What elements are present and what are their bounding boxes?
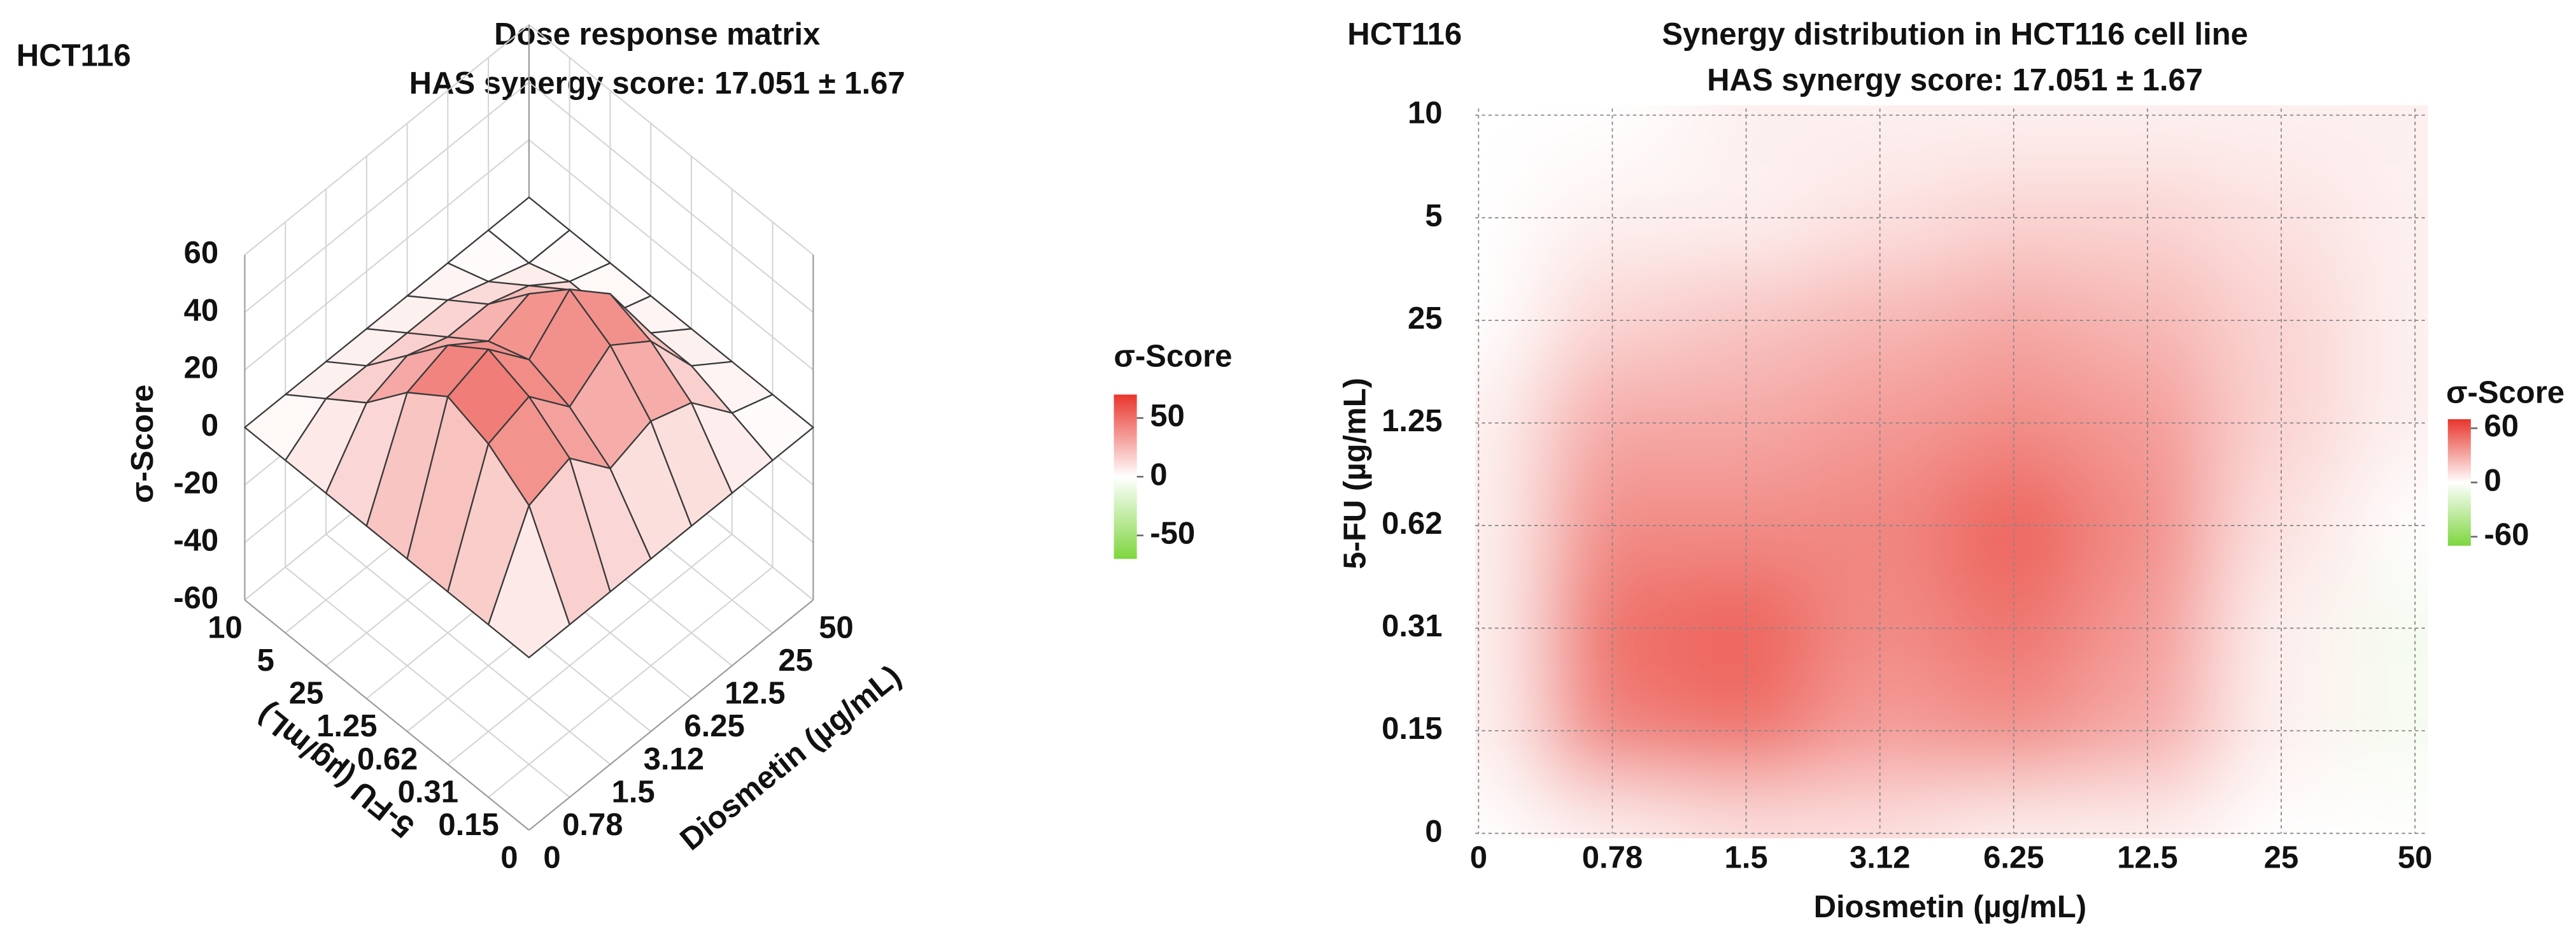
x-tick-label: 50 (819, 610, 854, 645)
x-tick-label: 0.78 (1582, 841, 1643, 875)
heat-cell (1813, 782, 1947, 839)
heatmap (1475, 105, 2428, 839)
floor-grid (447, 533, 733, 765)
x-tick-label: 6.25 (1983, 841, 2044, 875)
heatmap-cells (1475, 105, 2428, 839)
z-tick-label: 40 (184, 293, 219, 327)
grid-line (528, 24, 814, 255)
heat-cell (1545, 782, 1680, 839)
x-tick-label: 6.25 (684, 709, 744, 743)
y-tick-label: 25 (289, 676, 324, 711)
box-edge (528, 599, 814, 831)
x-tick-label: 50 (2398, 841, 2433, 875)
x-tick-label: 0 (1470, 841, 1487, 875)
heat-cell (2214, 782, 2349, 839)
grid-line (244, 24, 530, 255)
floor-grid (325, 533, 611, 765)
heat-cell (1475, 782, 1546, 839)
y-tick-label: 0.15 (438, 808, 499, 842)
z-tick-label: -60 (173, 581, 218, 615)
grid-line (244, 139, 530, 371)
z-axis-label: σ-Score (125, 385, 160, 503)
y-tick-label: 5 (1425, 199, 1442, 233)
y-tick-label: 0.62 (1382, 506, 1442, 541)
heat-cell (1946, 782, 2081, 839)
colorbar-tick-label: 0 (2484, 463, 2502, 497)
colorbar-title: σ-Score (2446, 375, 2565, 410)
heat-cell (2080, 782, 2214, 839)
z-tick-label: -40 (173, 524, 218, 558)
z-tick-label: 60 (184, 236, 219, 270)
z-tick-label: -20 (173, 466, 218, 500)
y-tick-label: 10 (1408, 96, 1443, 131)
x-tick-label: 0 (543, 841, 560, 875)
y-tick-label: 0.31 (398, 775, 458, 809)
heat-cell (2348, 105, 2428, 167)
y-tick-label: 0.31 (1382, 609, 1442, 643)
heat-cell (1679, 782, 1813, 839)
surface-patch (487, 504, 570, 659)
floor-grid (488, 566, 774, 798)
grid-line (244, 82, 530, 313)
y-tick-label: 5 (257, 643, 274, 678)
x-tick-label: 0.78 (562, 808, 623, 842)
colorbar-tick-label: -50 (1150, 517, 1195, 551)
x-tick-label: 1.5 (611, 775, 655, 809)
chart-title: Synergy distribution in HCT116 cell line (1662, 17, 2248, 52)
colorbar (2447, 419, 2471, 546)
box-edge (244, 599, 530, 831)
grid-line (528, 82, 814, 313)
grid-line (528, 139, 814, 371)
y-tick-label: 0 (500, 841, 518, 875)
y-tick-label: 10 (208, 610, 243, 645)
panel-label: HCT116 (1347, 17, 1462, 52)
y-tick-label: 1.25 (316, 709, 377, 743)
colorbar-tick-label: 60 (2484, 409, 2519, 443)
colorbar-title: σ-Score (1114, 340, 1232, 374)
x-tick-label: 25 (2264, 841, 2299, 875)
chart-subtitle: HAS synergy score: 17.051 ± 1.67 (1707, 63, 2203, 97)
y-tick-label: 1.25 (1382, 404, 1442, 438)
x-tick-label: 3.12 (644, 742, 704, 776)
z-tick-label: 20 (184, 351, 219, 385)
y-tick-label: 0.15 (1382, 712, 1442, 746)
x-tick-label: 25 (778, 643, 813, 678)
heat-cell (2348, 782, 2428, 839)
y-axis-label: 5-FU (µg/mL) (1338, 378, 1372, 569)
y-tick-label: 0.62 (357, 742, 418, 776)
z-tick-label: 0 (201, 408, 218, 443)
x-tick-label: 12.5 (725, 676, 785, 711)
y-tick-label: 25 (1408, 301, 1443, 336)
y-tick-label: 0 (1425, 814, 1442, 848)
floor-grid (285, 566, 570, 798)
x-tick-label: 12.5 (2117, 841, 2177, 875)
colorbar (1114, 394, 1137, 559)
chart-subtitle: HAS synergy score: 17.051 ± 1.67 (409, 66, 905, 101)
x-tick-label: 3.12 (1850, 841, 1910, 875)
colorbar-tick-label: -60 (2484, 518, 2530, 552)
chart-title: Dose response matrix (494, 17, 820, 52)
panel-label: HCT116 (17, 38, 131, 73)
x-axis-label: Diosmetin (µg/mL) (1814, 890, 2087, 924)
x-axis-label: Diosmetin (µg/mL) (674, 659, 907, 857)
colorbar-tick-label: 0 (1150, 457, 1167, 492)
x-tick-label: 1.5 (1724, 841, 1767, 875)
colorbar-tick-label: 50 (1150, 399, 1185, 433)
